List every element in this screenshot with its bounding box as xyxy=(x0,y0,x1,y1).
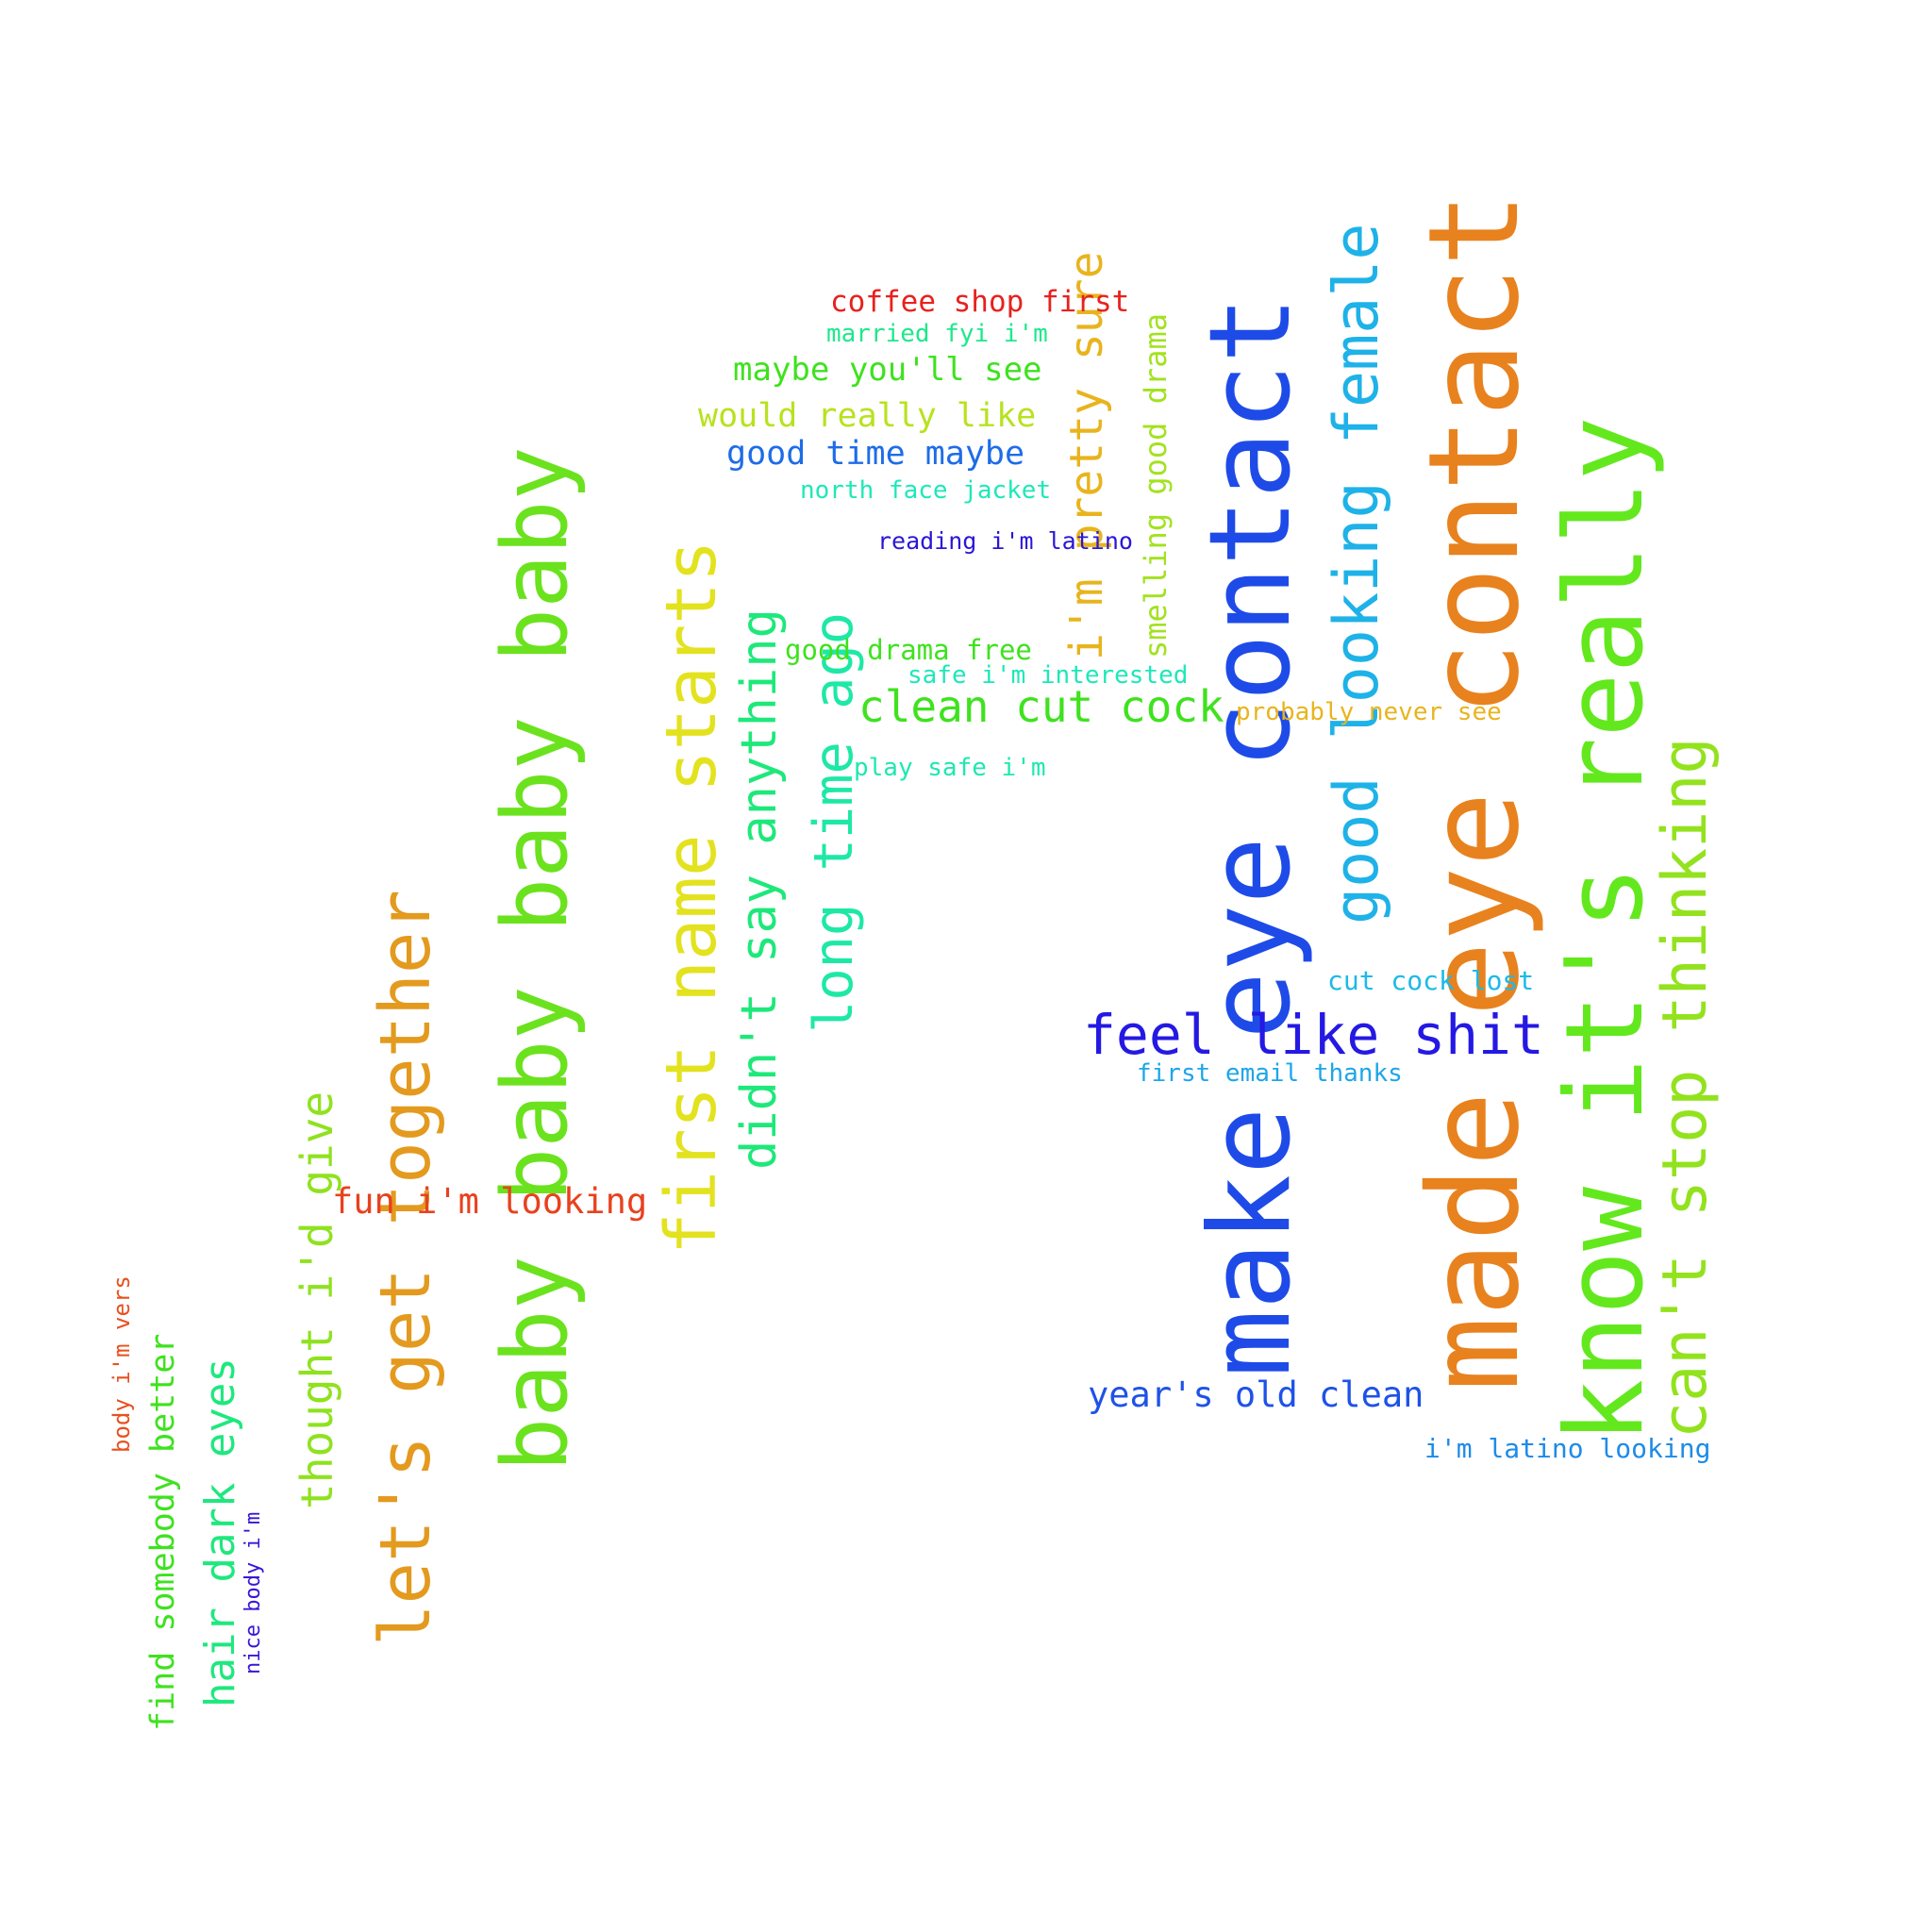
word-good-looking-female: good looking female xyxy=(1322,223,1392,924)
word-didnt-say-anything: didn't say anything xyxy=(731,608,788,1170)
word-coffee-shop-first: coffee shop first xyxy=(830,285,1129,319)
word-im-pretty-sure: i'm pretty sure xyxy=(1060,252,1113,660)
word-cut-cock-lost: cut cock lost xyxy=(1327,965,1534,996)
word-long-time-ago: long time ago xyxy=(803,612,865,1033)
word-cant-stop-thinking: can't stop thinking xyxy=(1650,737,1721,1439)
word-years-old-clean: year's old clean xyxy=(1088,1374,1424,1415)
word-married-fyi-im: married fyi i'm xyxy=(826,320,1048,348)
word-nice-body-im: nice body i'm xyxy=(242,1512,265,1674)
word-body-im-vers: body i'm vers xyxy=(108,1275,135,1453)
word-feel-like-shit: feel like shit xyxy=(1083,1003,1544,1067)
word-lets-get-together: let's get together xyxy=(365,890,446,1646)
word-made-eye-contact: made eye contact xyxy=(1402,192,1547,1391)
word-first-name-starts: first name starts xyxy=(651,541,732,1255)
word-safe-im-interested: safe i'm interested xyxy=(908,661,1188,690)
word-first-email-thanks: first email thanks xyxy=(1137,1059,1403,1088)
word-would-really-like: would really like xyxy=(698,397,1036,435)
word-north-face-jacket: north face jacket xyxy=(800,476,1051,505)
word-play-safe-im: play safe i'm xyxy=(854,754,1046,782)
word-smelling-good-drama: smelling good drama xyxy=(1138,313,1174,658)
word-fun-im-looking: fun i'm looking xyxy=(332,1181,647,1222)
word-hair-dark-eyes: hair dark eyes xyxy=(196,1357,244,1707)
cloud-words: made eye contact make eye contact know i… xyxy=(108,192,1721,1731)
word-find-somebody-better: find somebody better xyxy=(144,1334,182,1731)
word-baby-baby-baby-baby: baby baby baby baby xyxy=(484,446,588,1472)
word-probably-never-see: probably never see xyxy=(1236,698,1502,726)
word-im-latino-looking: i'm latino looking xyxy=(1424,1433,1710,1464)
word-thought-id-give: thought i'd give xyxy=(291,1091,342,1509)
word-reading-im-latino: reading i'm latino xyxy=(877,527,1133,555)
word-good-drama-free: good drama free xyxy=(785,634,1032,666)
word-make-eye-contact: make eye contact xyxy=(1186,296,1316,1377)
word-clean-cut-cock: clean cut cock xyxy=(858,681,1224,732)
word-know-its-really: know it's really xyxy=(1542,416,1667,1443)
word-good-time-maybe: good time maybe xyxy=(726,435,1024,473)
word-maybe-youll-see: maybe you'll see xyxy=(733,351,1042,389)
